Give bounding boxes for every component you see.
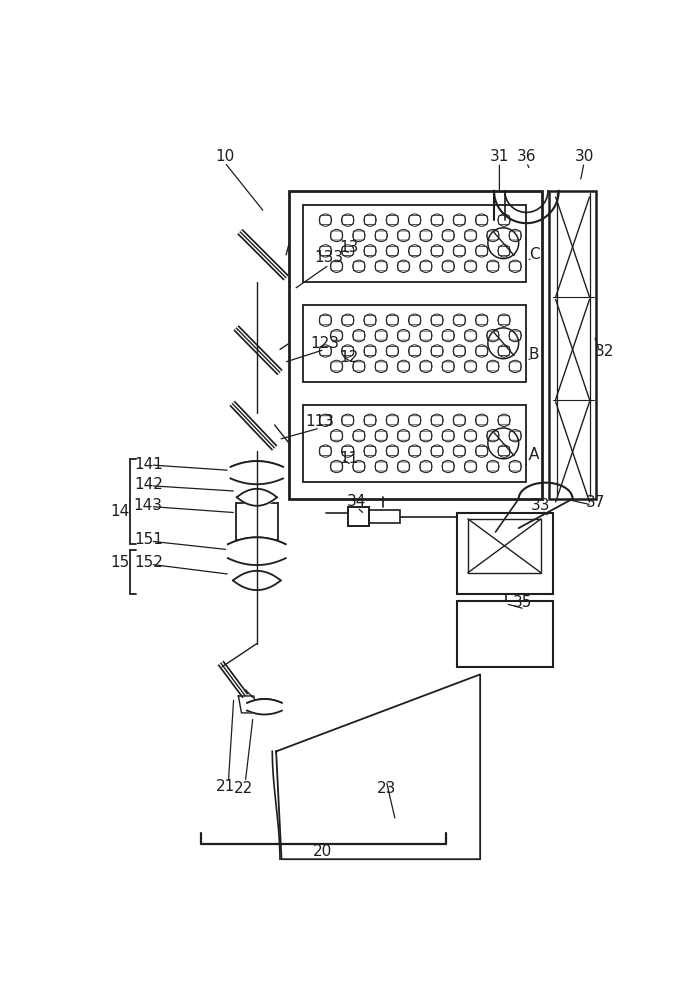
Text: 123: 123 [310,336,339,351]
Bar [303,405,526,482]
Text: 35: 35 [513,595,532,610]
Polygon shape [276,674,480,859]
Text: 20: 20 [313,844,332,859]
Text: 36: 36 [517,149,536,164]
Text: 13: 13 [340,240,359,255]
Bar [457,513,554,594]
Text: B: B [529,347,539,362]
Text: 133: 133 [315,250,344,265]
Text: 33: 33 [530,497,550,512]
Bar [289,191,542,499]
Text: 142: 142 [134,477,163,492]
Text: 151: 151 [134,532,163,547]
Text: 10: 10 [215,149,234,164]
Bar [303,305,526,382]
Text: 113: 113 [305,414,335,429]
Text: 31: 31 [490,149,509,164]
Text: 14: 14 [110,504,130,519]
Text: 32: 32 [595,344,615,359]
Text: 15: 15 [110,555,130,570]
Text: 22: 22 [233,781,252,796]
Text: 30: 30 [574,149,594,164]
Text: 21: 21 [215,779,235,794]
Bar [468,519,541,573]
Bar [369,510,400,523]
Bar [303,205,526,282]
Text: A: A [529,447,539,462]
Bar [236,503,278,540]
Text: 37: 37 [586,495,605,510]
Text: 23: 23 [377,781,396,796]
Bar [348,507,369,526]
Text: 152: 152 [134,555,163,570]
Bar [457,601,554,667]
Bar [549,191,595,499]
Text: 143: 143 [134,497,163,512]
Text: 34: 34 [346,494,366,509]
Text: 141: 141 [134,457,163,472]
Text: 11: 11 [340,451,359,466]
Text: 12: 12 [340,350,359,365]
Text: C: C [529,247,539,262]
